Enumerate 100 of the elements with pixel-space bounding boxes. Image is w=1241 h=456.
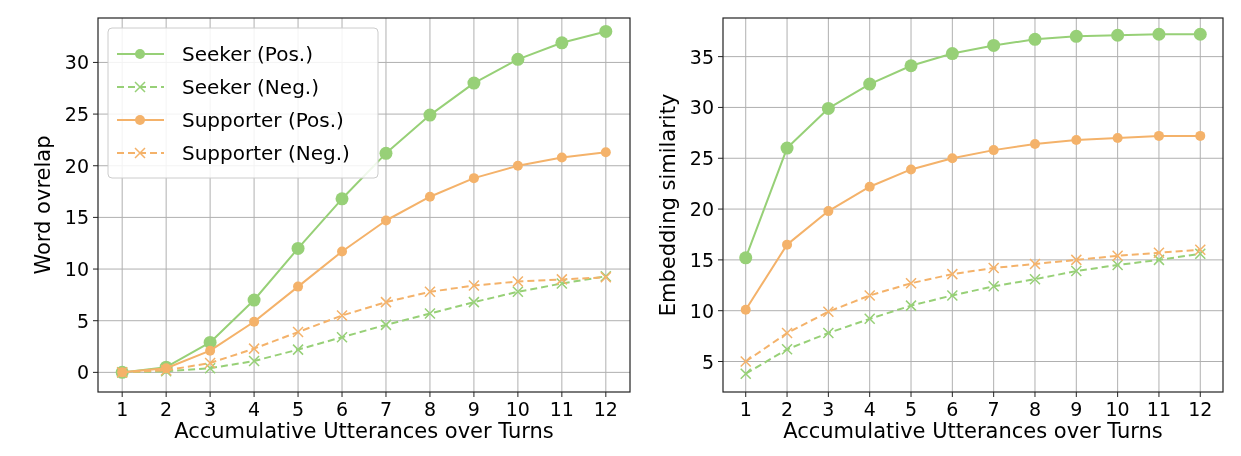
point xyxy=(424,307,436,320)
x-tick-label: 3 xyxy=(204,398,217,420)
point xyxy=(600,147,611,158)
point xyxy=(293,281,304,292)
point xyxy=(1028,32,1042,46)
point xyxy=(380,215,391,226)
y-tick-label: 35 xyxy=(689,45,714,68)
y-tick-label: 15 xyxy=(689,248,714,271)
point xyxy=(424,286,436,298)
y-tick-label: 10 xyxy=(689,299,714,322)
point xyxy=(988,145,999,156)
point xyxy=(1070,265,1083,277)
point xyxy=(739,355,752,368)
point xyxy=(1153,130,1164,141)
point xyxy=(380,296,392,308)
point xyxy=(1195,130,1206,141)
x-tick-label: 10 xyxy=(505,398,530,420)
point xyxy=(291,241,305,255)
legend-label: Seeker (Pos.) xyxy=(182,42,314,66)
x-axis-title: Accumulative Utterances over Turns xyxy=(783,419,1163,443)
x-tick-label: 5 xyxy=(292,398,305,420)
point xyxy=(337,246,348,257)
x-tick-label: 5 xyxy=(904,398,918,420)
point xyxy=(555,36,569,50)
point xyxy=(336,331,348,343)
point xyxy=(987,280,1000,293)
point xyxy=(204,362,216,374)
point xyxy=(781,343,793,356)
point xyxy=(863,313,876,325)
point xyxy=(1071,134,1082,145)
y-tick-label: 25 xyxy=(689,147,714,170)
point xyxy=(247,293,261,307)
x-tick-label: 3 xyxy=(822,398,835,420)
y-tick-label: 5 xyxy=(76,309,89,332)
x-tick-label: 1 xyxy=(116,398,129,420)
point xyxy=(1112,132,1123,143)
legend-label: Supporter (Neg.) xyxy=(182,141,350,165)
x-tick-label: 6 xyxy=(335,398,349,420)
point xyxy=(987,262,1000,274)
point xyxy=(823,206,834,217)
point xyxy=(468,279,480,292)
point xyxy=(1111,28,1125,42)
point xyxy=(292,326,304,338)
y-axis-title: Word ovrelap xyxy=(31,135,55,275)
point xyxy=(380,319,392,331)
point xyxy=(821,101,835,115)
x-tick-label: 7 xyxy=(987,398,1000,420)
point xyxy=(379,146,393,160)
point xyxy=(947,153,958,164)
y-tick-label: 30 xyxy=(64,51,89,74)
point xyxy=(468,173,479,184)
y-tick-label: 15 xyxy=(64,206,89,229)
x-tick-label: 2 xyxy=(160,398,173,420)
point xyxy=(335,192,349,206)
point xyxy=(205,345,216,356)
point xyxy=(1153,247,1165,259)
x-tick-label: 6 xyxy=(946,398,959,420)
y-tick-label: 5 xyxy=(701,350,714,373)
point xyxy=(822,305,835,318)
x-tick-label: 4 xyxy=(863,398,876,420)
x-tick-label: 8 xyxy=(1028,398,1042,420)
x-tick-label: 2 xyxy=(781,398,794,420)
x-tick-label: 9 xyxy=(467,398,480,420)
x-tick-label: 4 xyxy=(248,398,261,420)
point xyxy=(249,316,260,327)
point xyxy=(781,327,793,339)
point xyxy=(1070,254,1083,266)
point xyxy=(1069,29,1083,43)
point xyxy=(987,38,1001,52)
point xyxy=(1153,254,1165,266)
point xyxy=(782,239,793,250)
x-tick-label: 9 xyxy=(1070,398,1083,420)
point xyxy=(905,277,917,290)
point xyxy=(468,296,480,308)
point xyxy=(1194,243,1207,256)
point xyxy=(945,47,959,61)
point xyxy=(904,59,918,73)
y-tick-label: 20 xyxy=(689,198,714,221)
point xyxy=(1029,139,1040,150)
x-tick-label: 12 xyxy=(1188,398,1213,420)
point xyxy=(248,342,260,355)
point xyxy=(336,309,348,322)
x-tick-label: 11 xyxy=(1146,398,1172,420)
point xyxy=(423,108,437,122)
point xyxy=(1152,27,1166,41)
point xyxy=(739,367,752,380)
point xyxy=(511,52,525,66)
point xyxy=(512,286,524,298)
y-tick-label: 30 xyxy=(689,96,714,119)
point xyxy=(946,268,959,280)
x-axis-title: Accumulative Utterances over Turns xyxy=(174,419,554,443)
point xyxy=(946,289,959,302)
point xyxy=(1029,258,1041,270)
point xyxy=(1111,250,1124,262)
x-tick-label: 10 xyxy=(1105,398,1130,420)
point xyxy=(512,160,523,171)
x-tick-label: 11 xyxy=(549,398,574,420)
point xyxy=(1029,273,1041,285)
x-tick-label: 8 xyxy=(423,398,436,420)
point xyxy=(512,275,524,288)
